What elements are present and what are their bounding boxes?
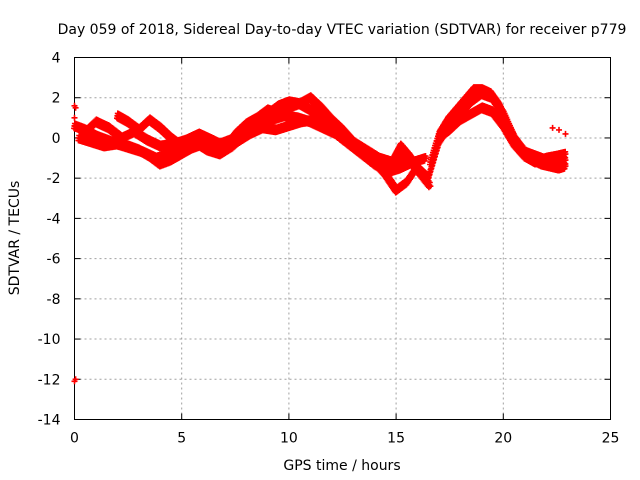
data-point: [424, 177, 431, 184]
y-tick-label: 4: [52, 51, 61, 67]
y-tick-label: -12: [38, 372, 61, 388]
data-point: [427, 183, 434, 190]
tick-label-layer: 0 5 10 15 20 25 -14 -12 -10 -8 -6 -4 -2 0 2 4: [38, 51, 620, 447]
data-point: [428, 165, 435, 172]
y-tick-label: 2: [52, 91, 61, 107]
x-tick-label: 0: [70, 431, 79, 447]
x-tick-label: 5: [177, 431, 186, 447]
y-tick-label: 0: [52, 131, 61, 147]
y-tick-label: -14: [38, 413, 61, 429]
plot-frame: [74, 57, 611, 420]
data-point: [426, 171, 433, 178]
data-point: [425, 174, 432, 181]
grid-layer: [74, 57, 611, 420]
data-mark-layer: [71, 84, 569, 385]
y-tick-label: -6: [47, 252, 61, 268]
y-tick-label: -4: [47, 211, 61, 227]
y-tick-label: -2: [47, 171, 61, 187]
x-tick-label: 10: [280, 431, 298, 447]
y-tick-label: -8: [47, 292, 61, 308]
x-tick-label: 25: [602, 431, 620, 447]
tick-layer: [74, 57, 611, 420]
data-point: [423, 155, 430, 162]
x-tick-label: 20: [494, 431, 512, 447]
x-tick-label: 15: [387, 431, 405, 447]
y-tick-label: -10: [38, 332, 61, 348]
data-point: [427, 168, 434, 175]
